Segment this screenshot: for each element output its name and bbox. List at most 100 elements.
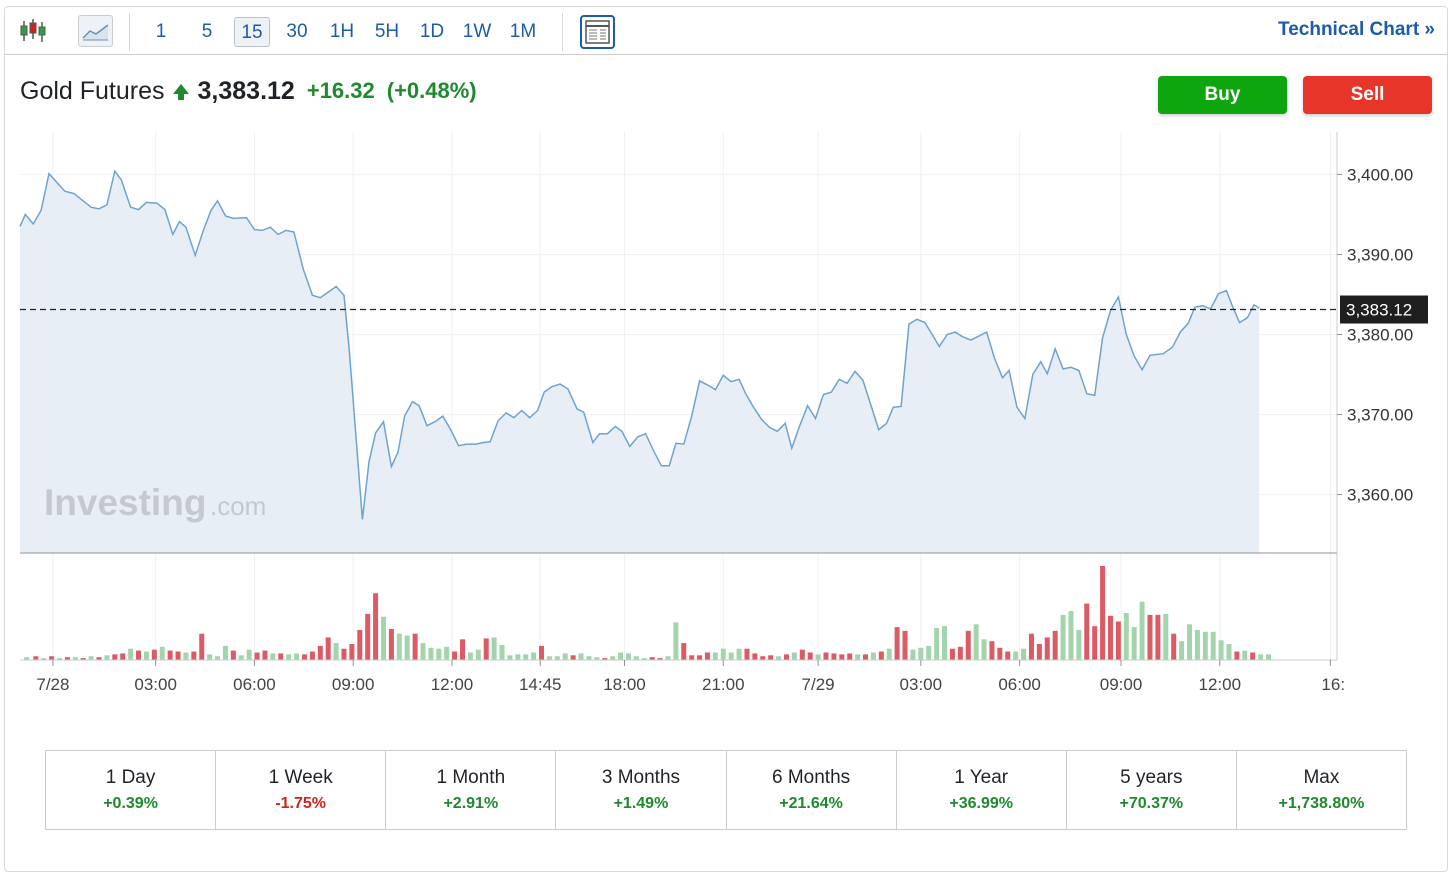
volume-bar — [1139, 601, 1145, 660]
volume-bar — [41, 658, 47, 660]
period-6-months[interactable]: 6 Months +21.64% — [727, 751, 897, 829]
volume-bar — [1266, 654, 1272, 660]
timeframe-1h[interactable]: 1H — [329, 21, 355, 42]
volume-bar — [294, 653, 300, 660]
timeframe-5h[interactable]: 5H — [374, 21, 400, 42]
volume-bar — [270, 653, 276, 660]
period-value: +21.64% — [779, 795, 843, 812]
volume-bar — [989, 641, 995, 660]
volume-bar — [641, 658, 647, 660]
volume-bar — [1044, 637, 1050, 660]
period-value: +2.91% — [443, 795, 499, 812]
period-value: +36.99% — [949, 795, 1013, 812]
current-price-marker: 3,383.12 — [20, 295, 1428, 324]
volume-bar — [1250, 652, 1256, 660]
volume-bar — [625, 653, 631, 660]
toolbar-divider — [562, 13, 563, 51]
technical-chart-link[interactable]: Technical Chart » — [1278, 19, 1435, 40]
volume-bar — [823, 652, 829, 660]
volume-bar — [412, 633, 418, 660]
period-label: 1 Month — [436, 767, 506, 788]
volume-bar — [578, 653, 584, 660]
price-area — [20, 171, 1260, 553]
x-tick-label: 16: — [1321, 675, 1345, 694]
volume-bar — [633, 656, 639, 660]
timeframe-1[interactable]: 1 — [155, 21, 167, 42]
x-tick-label: 12:00 — [1199, 675, 1242, 694]
x-tick-label: 06:00 — [998, 675, 1041, 694]
period-1-month[interactable]: 1 Month +2.91% — [386, 751, 557, 829]
period-1-year[interactable]: 1 Year +36.99% — [897, 751, 1067, 829]
x-axis: 7/28 03:00 06:00 09:00 12:00 14:45 18:00 21:00 7… — [36, 660, 1345, 694]
period-value: +1,738.80% — [1278, 795, 1365, 812]
volume-bar — [531, 652, 537, 660]
volume-bar — [523, 654, 529, 660]
volume-bar — [1234, 651, 1240, 660]
x-tick-label: 03:00 — [134, 675, 177, 694]
volume-bar — [704, 652, 710, 660]
volume-bar — [175, 651, 181, 660]
volume-bar — [847, 653, 853, 660]
toolbar-divider — [129, 13, 130, 51]
area-chart-icon[interactable] — [78, 15, 113, 47]
volume-bar — [752, 653, 758, 660]
volume-bar — [1131, 627, 1137, 660]
volume-bar — [957, 646, 963, 660]
volume-bar — [436, 648, 442, 660]
period-5-years[interactable]: 5 years +70.37% — [1067, 751, 1237, 829]
volume-bar — [475, 649, 481, 660]
volume-bar — [1186, 624, 1192, 660]
timeframe-1m[interactable]: 1M — [509, 21, 537, 42]
volume-bar — [942, 626, 948, 660]
volume-bar — [1179, 641, 1185, 660]
volume-bar — [839, 654, 845, 660]
volume-bar — [1171, 633, 1177, 660]
arrow-up-icon — [172, 84, 189, 100]
volume-bar — [301, 654, 307, 660]
volume-bar — [1163, 613, 1169, 660]
period-label: 1 Week — [268, 767, 333, 788]
period-max[interactable]: Max +1,738.80% — [1237, 751, 1406, 829]
volume-bar — [380, 616, 386, 660]
volume-bar — [870, 652, 876, 660]
buy-button[interactable]: Buy — [1158, 76, 1287, 114]
volume-bar — [341, 648, 347, 660]
last-price: 3,383.12 — [197, 76, 295, 105]
timeframe-30[interactable]: 30 — [286, 21, 308, 42]
volume-bar — [602, 658, 608, 660]
sell-button[interactable]: Sell — [1303, 76, 1432, 114]
svg-text:Investing: Investing — [44, 482, 206, 523]
period-label: 1 Day — [105, 767, 156, 788]
volume-bar — [104, 655, 110, 660]
volume-bar — [467, 652, 473, 660]
volume-bar — [262, 650, 268, 660]
timeframe-1w[interactable]: 1W — [462, 21, 492, 42]
volume-bar — [388, 628, 394, 660]
volume-bar — [728, 652, 734, 660]
layout-panel-icon[interactable] — [580, 15, 615, 49]
timeframe-1d[interactable]: 1D — [419, 21, 445, 42]
volume-bar — [1147, 614, 1153, 660]
period-label: 5 years — [1120, 767, 1183, 788]
volume-bar — [712, 652, 718, 660]
volume-bar — [183, 652, 189, 660]
candlestick-chart-icon[interactable] — [18, 15, 50, 47]
svg-text:3,383.12: 3,383.12 — [1346, 301, 1412, 320]
volume-bar — [222, 645, 228, 660]
timeframe-15[interactable]: 15 — [234, 17, 270, 47]
volume-bar — [444, 646, 450, 660]
period-label: 6 Months — [771, 767, 851, 788]
period-1-week[interactable]: 1 Week -1.75% — [216, 751, 387, 829]
volume-bar — [1076, 629, 1082, 660]
price-chart[interactable]: Investing .com 3,400.003,390.003,380.003… — [0, 0, 1456, 720]
volume-bar — [420, 643, 426, 660]
period-1-day[interactable]: 1 Day +0.39% — [46, 751, 217, 829]
chart-axes — [20, 132, 1338, 661]
volume-bar — [886, 648, 892, 660]
volume-bar — [791, 652, 797, 660]
volume-bar — [736, 648, 742, 660]
period-3-months[interactable]: 3 Months +1.49% — [556, 751, 727, 829]
volume-bar — [910, 649, 916, 660]
timeframe-5[interactable]: 5 — [201, 21, 213, 42]
volume-bar — [357, 629, 363, 660]
